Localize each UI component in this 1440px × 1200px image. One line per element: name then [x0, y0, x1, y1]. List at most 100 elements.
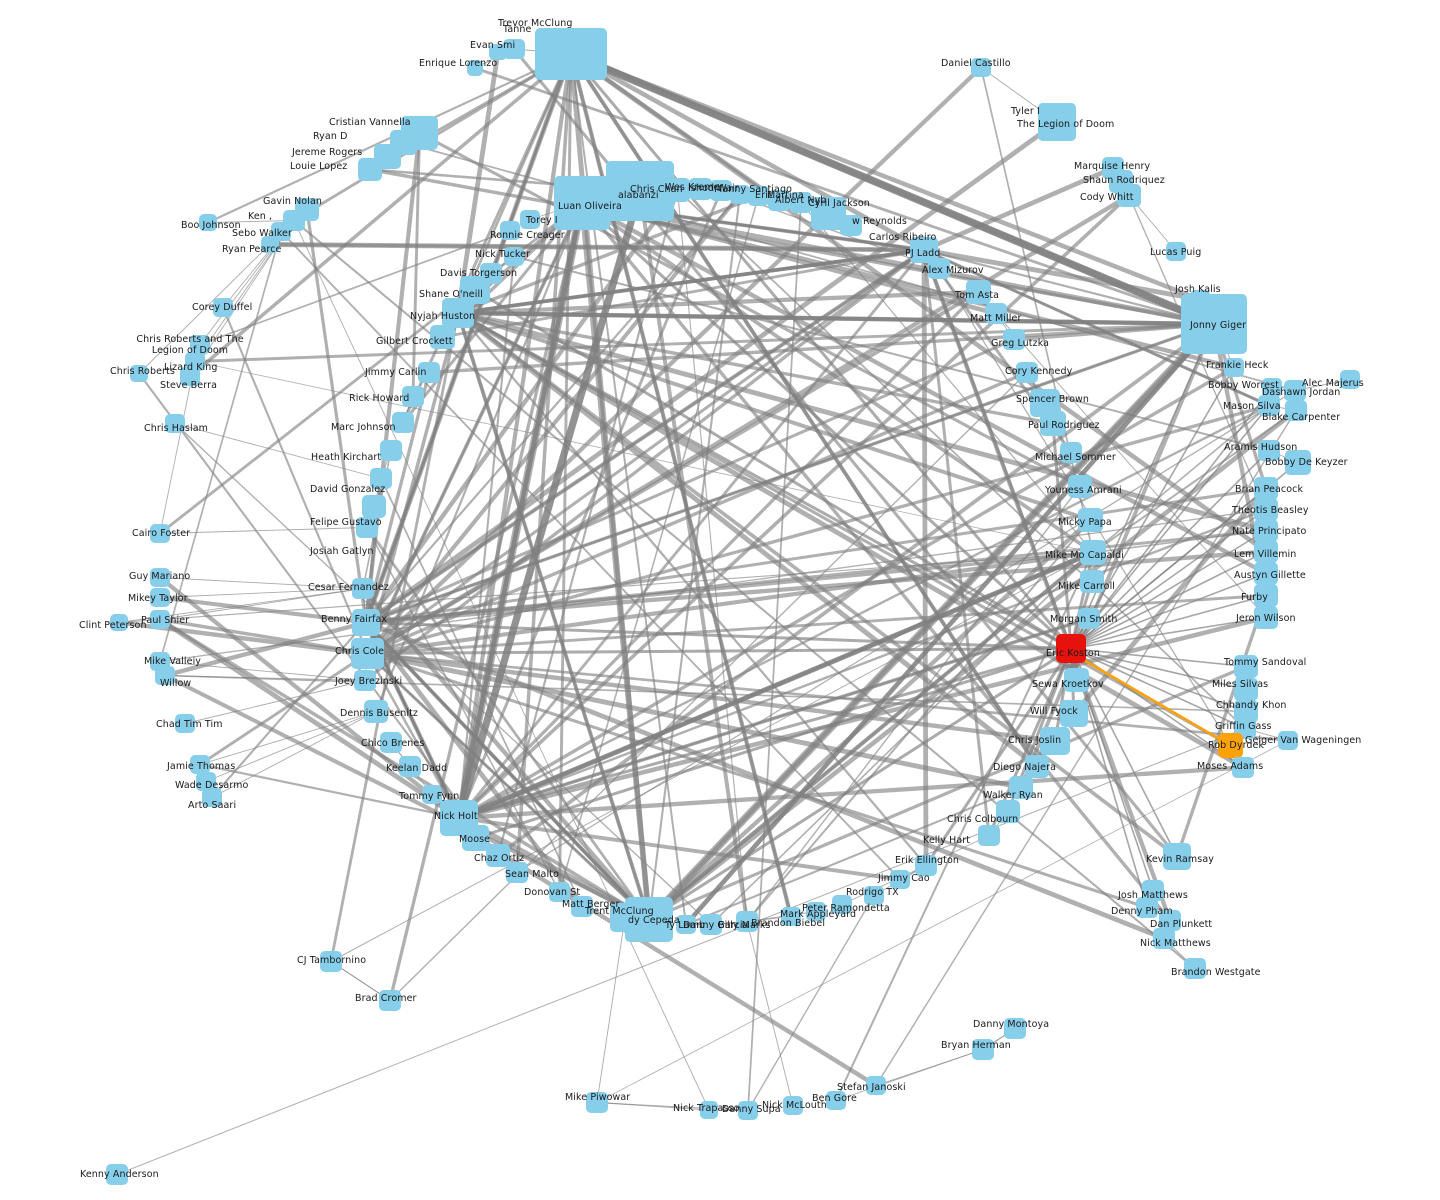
- graph-node[interactable]: [202, 788, 222, 807]
- graph-node[interactable]: [864, 886, 884, 905]
- graph-node[interactable]: [399, 756, 421, 777]
- graph-node[interactable]: [1181, 294, 1247, 354]
- graph-node[interactable]: [1234, 700, 1258, 723]
- graph-node[interactable]: [1278, 731, 1298, 750]
- graph-node[interactable]: [1080, 570, 1104, 593]
- graph-node[interactable]: [1040, 727, 1070, 755]
- graph-node[interactable]: [185, 352, 205, 371]
- graph-node[interactable]: [790, 192, 812, 213]
- graph-node[interactable]: [467, 60, 483, 76]
- graph-node[interactable]: [840, 215, 862, 236]
- graph-node[interactable]: [1004, 1018, 1026, 1039]
- graph-node[interactable]: [1232, 757, 1254, 778]
- graph-node[interactable]: [1285, 400, 1307, 421]
- graph-node[interactable]: [422, 785, 442, 804]
- graph-node[interactable]: [549, 882, 570, 902]
- graph-node[interactable]: [689, 178, 712, 200]
- graph-node[interactable]: [106, 1164, 128, 1185]
- graph-node[interactable]: [1038, 103, 1076, 141]
- graph-node[interactable]: [504, 247, 524, 266]
- graph-node[interactable]: [1254, 606, 1278, 629]
- graph-node[interactable]: [996, 800, 1020, 823]
- graph-node[interactable]: [1258, 395, 1280, 416]
- graph-node[interactable]: [665, 178, 690, 202]
- graph-node[interactable]: [1136, 897, 1158, 918]
- graph-node[interactable]: [768, 190, 790, 211]
- graph-node[interactable]: [358, 158, 382, 181]
- graph-node[interactable]: [700, 1101, 718, 1119]
- graph-node[interactable]: [1163, 843, 1191, 870]
- graph-node[interactable]: [1117, 184, 1141, 207]
- graph-node[interactable]: [738, 1101, 758, 1120]
- graph-node[interactable]: [165, 414, 185, 433]
- graph-node[interactable]: [1056, 634, 1086, 663]
- graph-node[interactable]: [1040, 411, 1066, 436]
- graph-node[interactable]: [1016, 362, 1038, 383]
- graph-node[interactable]: [418, 362, 440, 383]
- graph-node[interactable]: [1078, 508, 1103, 532]
- graph-node[interactable]: [110, 614, 128, 631]
- graph-node[interactable]: [826, 1091, 846, 1110]
- graph-node[interactable]: [710, 180, 732, 201]
- graph-node[interactable]: [442, 298, 474, 328]
- graph-node[interactable]: [196, 772, 216, 791]
- graph-node[interactable]: [1003, 329, 1025, 350]
- graph-node[interactable]: [1159, 910, 1181, 931]
- graph-node[interactable]: [915, 855, 937, 876]
- graph-node[interactable]: [430, 325, 455, 349]
- graph-node[interactable]: [362, 495, 386, 518]
- graph-node[interactable]: [781, 907, 801, 926]
- graph-node[interactable]: [730, 185, 750, 204]
- graph-node[interactable]: [736, 911, 758, 932]
- graph-node[interactable]: [354, 670, 376, 691]
- graph-node[interactable]: [1068, 475, 1092, 498]
- graph-node[interactable]: [535, 28, 607, 80]
- graph-node[interactable]: [150, 588, 170, 607]
- graph-node[interactable]: [1285, 450, 1311, 475]
- graph-node[interactable]: [199, 214, 217, 231]
- graph-node[interactable]: [783, 1096, 803, 1115]
- graph-node[interactable]: [1254, 477, 1278, 500]
- graph-node[interactable]: [506, 862, 528, 883]
- graph-node[interactable]: [1009, 776, 1033, 799]
- graph-node[interactable]: [554, 176, 610, 230]
- graph-node[interactable]: [676, 915, 696, 934]
- graph-node[interactable]: [625, 897, 673, 942]
- graph-node[interactable]: [700, 914, 722, 935]
- graph-node[interactable]: [971, 58, 991, 77]
- graph-node[interactable]: [1234, 655, 1258, 678]
- graph-node[interactable]: [190, 755, 210, 774]
- graph-node[interactable]: [370, 468, 392, 489]
- graph-node[interactable]: [190, 335, 210, 354]
- graph-node[interactable]: [1060, 700, 1088, 727]
- graph-node[interactable]: [1254, 519, 1278, 542]
- graph-node[interactable]: [150, 610, 170, 629]
- graph-node[interactable]: [356, 517, 378, 538]
- graph-node[interactable]: [966, 280, 991, 304]
- graph-node[interactable]: [1025, 755, 1049, 778]
- graph-node[interactable]: [130, 365, 148, 382]
- graph-node[interactable]: [320, 951, 342, 972]
- graph-node[interactable]: [972, 1039, 994, 1060]
- graph-node[interactable]: [520, 210, 540, 229]
- graph-node[interactable]: [352, 609, 380, 636]
- graph-node[interactable]: [586, 1092, 608, 1113]
- graph-node[interactable]: [379, 990, 401, 1011]
- graph-node[interactable]: [380, 440, 402, 461]
- graph-node[interactable]: [978, 825, 1000, 846]
- graph-node[interactable]: [364, 700, 388, 723]
- graph-node[interactable]: [806, 902, 826, 921]
- graph-node[interactable]: [1254, 562, 1278, 585]
- graph-node[interactable]: [928, 258, 950, 279]
- graph-node[interactable]: [1258, 440, 1280, 461]
- graph-node[interactable]: [571, 896, 593, 917]
- graph-node[interactable]: [180, 367, 200, 386]
- graph-node[interactable]: [1234, 678, 1258, 701]
- graph-node[interactable]: [1080, 540, 1106, 565]
- graph-node[interactable]: [175, 714, 195, 733]
- graph-node[interactable]: [1060, 442, 1082, 463]
- graph-node[interactable]: [1284, 380, 1306, 401]
- graph-node[interactable]: [462, 825, 489, 851]
- graph-node[interactable]: [503, 39, 525, 59]
- graph-node[interactable]: [1078, 608, 1100, 629]
